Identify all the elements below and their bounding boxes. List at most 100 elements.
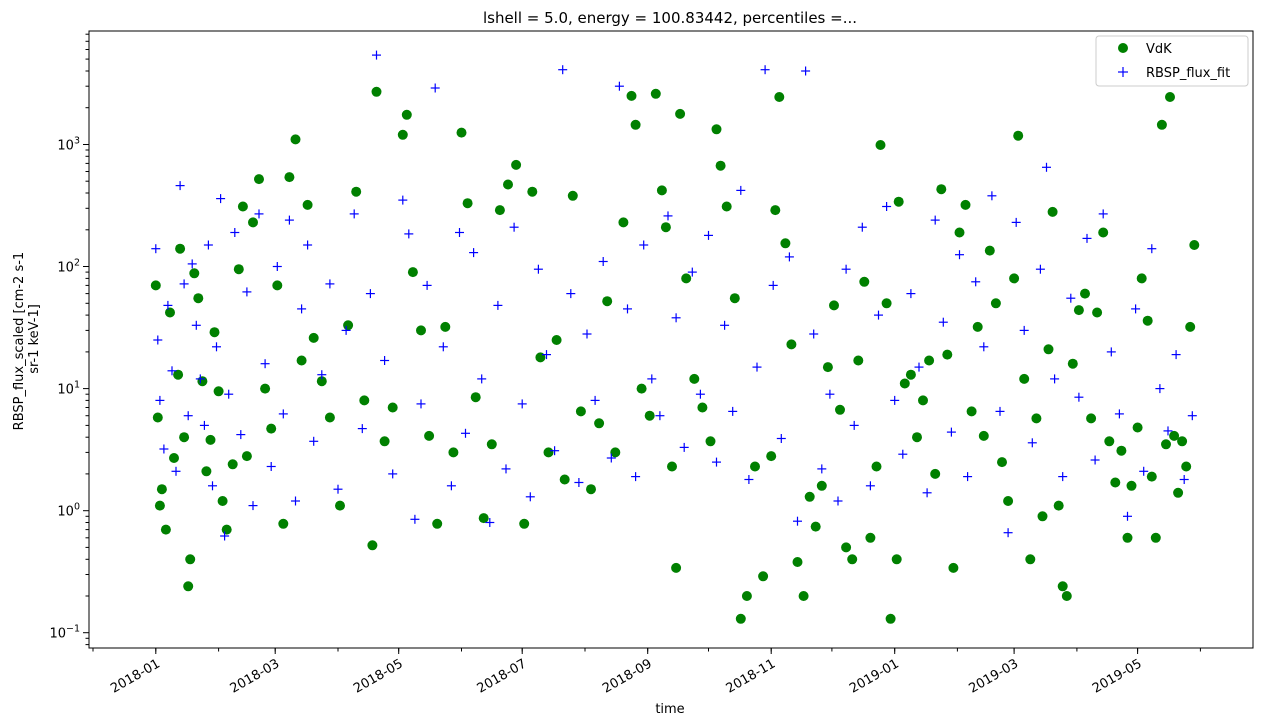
rbsp-flux-fit-point bbox=[647, 374, 657, 384]
rbsp-flux-fit-point bbox=[469, 248, 479, 258]
vdk-point bbox=[1092, 307, 1103, 318]
rbsp-flux-fit-point bbox=[728, 406, 738, 416]
rbsp-flux-fit-point bbox=[191, 320, 201, 330]
vdk-point bbox=[456, 127, 467, 138]
rbsp-flux-fit-point bbox=[404, 229, 414, 239]
rbsp-flux-fit-point bbox=[203, 240, 213, 250]
rbsp-flux-fit-point bbox=[898, 449, 908, 459]
rbsp-flux-fit-point bbox=[914, 362, 924, 372]
vdk-point bbox=[278, 518, 289, 529]
rbsp-flux-fit-point bbox=[801, 66, 811, 76]
rbsp-flux-fit-point bbox=[849, 420, 859, 430]
vdk-point bbox=[1142, 315, 1153, 326]
vdk-point bbox=[660, 222, 671, 233]
rbsp-flux-fit-point bbox=[857, 222, 867, 232]
rbsp-flux-fit-point bbox=[493, 300, 503, 310]
vdk-point bbox=[1185, 321, 1196, 332]
rbsp-flux-fit-point bbox=[695, 389, 705, 399]
rbsp-flux-fit-point bbox=[987, 191, 997, 201]
vdk-point bbox=[847, 554, 858, 565]
rbsp-flux-fit-point bbox=[1003, 528, 1013, 538]
vdk-point bbox=[650, 88, 661, 99]
rbsp-flux-fit-point bbox=[1011, 217, 1021, 227]
rbsp-flux-fit-point bbox=[291, 496, 300, 506]
vdk-point bbox=[912, 432, 922, 443]
rbsp-flux-fit-point bbox=[793, 516, 802, 526]
rbsp-flux-fit-point bbox=[865, 481, 875, 491]
rbsp-flux-fit-point bbox=[776, 434, 786, 443]
rbsp-flux-fit-point bbox=[509, 222, 519, 232]
vdk-point bbox=[853, 355, 864, 366]
rbsp-flux-fit-point bbox=[614, 81, 624, 91]
vdk-point bbox=[227, 459, 238, 470]
rbsp-flux-fit-point bbox=[398, 195, 408, 205]
rbsp-flux-fit-point bbox=[1155, 384, 1165, 394]
vdk-point bbox=[316, 376, 327, 387]
legend-vdk-label: VdK bbox=[1146, 42, 1172, 57]
x-tick-label: 2018-07 bbox=[475, 656, 530, 696]
rbsp-flux-fit-point bbox=[566, 289, 576, 299]
vdk-point bbox=[567, 190, 578, 201]
vdk-point bbox=[681, 273, 692, 284]
rbsp-flux-fit-point bbox=[1098, 209, 1108, 219]
vdk-point bbox=[948, 562, 959, 573]
vdk-point bbox=[1132, 422, 1143, 433]
vdk-point bbox=[1146, 471, 1157, 482]
rbsp-flux-fit-point bbox=[159, 444, 169, 454]
vdk-point bbox=[424, 430, 435, 441]
vdk-point bbox=[237, 201, 248, 212]
rbsp-flux-fit-point bbox=[533, 264, 543, 274]
plot-frame bbox=[88, 30, 1254, 649]
vdk-point bbox=[559, 474, 570, 485]
y-axis-label: RBSP_flux_scaled [cm-2 s-1 sr-1 keV-1] bbox=[12, 248, 42, 431]
vdk-point bbox=[575, 406, 586, 417]
vdk-point bbox=[1067, 358, 1078, 369]
vdk-point bbox=[351, 186, 362, 197]
vdk-point bbox=[397, 129, 408, 140]
vdk-point bbox=[750, 461, 760, 472]
rbsp-flux-fit-point bbox=[309, 436, 319, 446]
vdk-point bbox=[865, 532, 876, 543]
rbsp-flux-fit-point bbox=[663, 211, 673, 221]
y-axis-label-line-2: sr-1 keV-1] bbox=[27, 304, 42, 374]
vdk-point bbox=[618, 217, 629, 228]
vdk-point bbox=[671, 562, 682, 573]
vdk-point bbox=[1047, 206, 1058, 217]
vdk-point bbox=[610, 447, 621, 458]
vdk-point bbox=[899, 378, 910, 389]
rbsp-flux-fit-point bbox=[163, 300, 173, 310]
vdk-point bbox=[448, 447, 459, 458]
vdk-point bbox=[667, 461, 677, 472]
rbsp-flux-fit-point bbox=[230, 228, 240, 237]
rbsp-flux-fit-point bbox=[446, 481, 456, 491]
vdk-point bbox=[1043, 344, 1054, 355]
x-tick-label: 2018-05 bbox=[351, 656, 406, 696]
rbsp-flux-fit-point bbox=[303, 240, 313, 250]
vdk-point bbox=[486, 439, 497, 450]
vdk-point bbox=[936, 184, 947, 195]
legend: VdK RBSP_flux_fit bbox=[1095, 35, 1249, 87]
vdk-point bbox=[1169, 430, 1180, 441]
rbsp-flux-fit-point bbox=[195, 374, 205, 384]
y-tick-label: 102 bbox=[57, 258, 80, 276]
vdk-point bbox=[213, 386, 224, 397]
rbsp-flux-fit-point bbox=[1058, 472, 1068, 482]
vdk-point bbox=[711, 124, 722, 135]
rbsp-flux-fit-point bbox=[410, 514, 420, 524]
vdk-point bbox=[871, 461, 882, 472]
rbsp-flux-fit-point bbox=[704, 230, 713, 240]
vdk-point bbox=[885, 613, 896, 624]
vdk-point bbox=[697, 402, 708, 413]
vdk-point bbox=[1110, 477, 1121, 488]
vdk-point bbox=[260, 383, 271, 394]
rbsp-flux-fit-point bbox=[179, 279, 189, 289]
rbsp-flux-fit-point bbox=[809, 329, 819, 339]
vdk-point bbox=[626, 90, 637, 101]
vdk-point bbox=[1053, 500, 1064, 511]
rbsp-flux-fit-point bbox=[333, 484, 343, 494]
vdk-point bbox=[1013, 130, 1024, 141]
rbsp-flux-fit-point bbox=[216, 194, 226, 204]
rbsp-flux-fit-point bbox=[744, 475, 754, 484]
vdk-point bbox=[786, 339, 797, 350]
